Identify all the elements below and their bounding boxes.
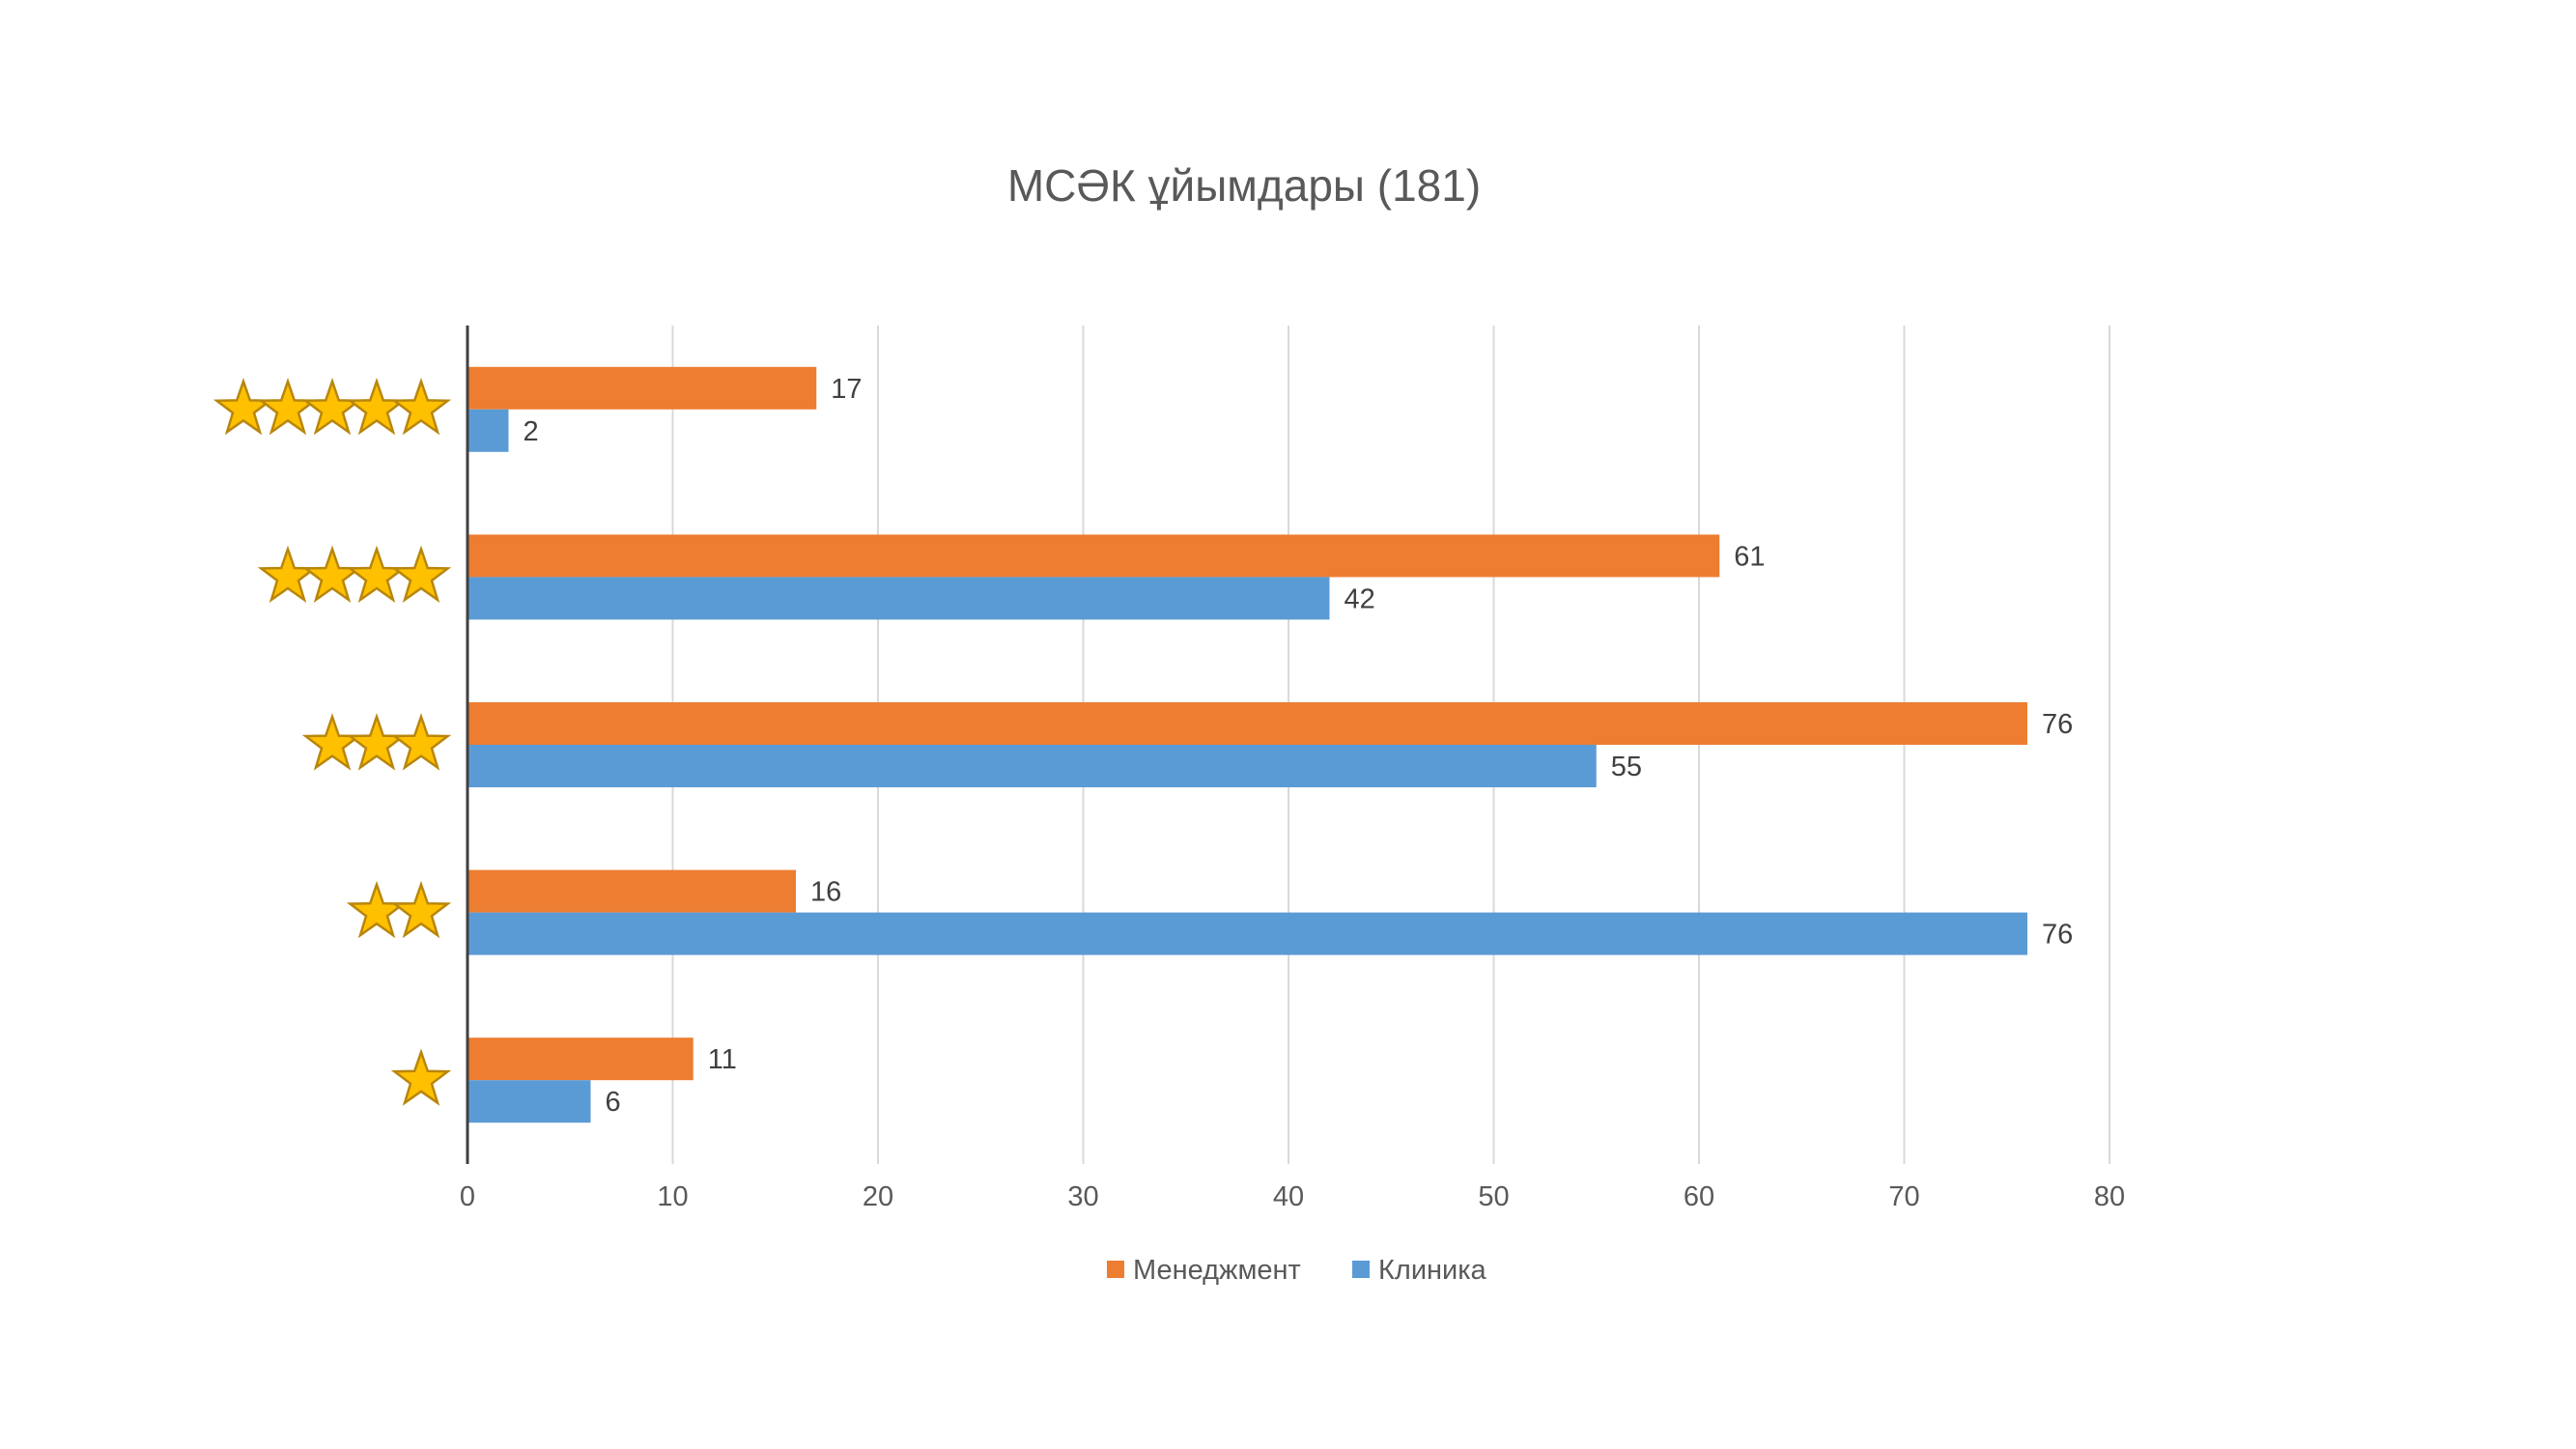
- bar-clinic: [467, 1080, 591, 1123]
- legend-swatch: [1107, 1261, 1124, 1278]
- x-tick-label: 70: [1888, 1181, 1919, 1212]
- x-tick-label: 10: [657, 1181, 688, 1212]
- data-label: 76: [2042, 709, 2073, 740]
- star-icon: [390, 880, 452, 939]
- bar-management: [467, 366, 817, 410]
- bar-clinic: [467, 745, 1597, 787]
- bars: [467, 366, 2027, 1123]
- legend-swatch: [1352, 1261, 1370, 1278]
- bar-management: [467, 702, 2027, 745]
- legend-management: Менеджмент: [1107, 1255, 1301, 1286]
- bar-clinic: [467, 912, 2027, 955]
- star-icon: [390, 545, 452, 603]
- data-label: 2: [524, 416, 539, 447]
- data-label: 11: [708, 1044, 737, 1075]
- star-icon: [390, 713, 452, 771]
- x-tick-label: 40: [1273, 1181, 1304, 1212]
- legend-label: Клиника: [1378, 1255, 1487, 1286]
- legend-clinic: Клиника: [1352, 1255, 1487, 1286]
- bar-management: [467, 1037, 694, 1081]
- x-tick-label: 30: [1067, 1181, 1098, 1212]
- data-label: 55: [1611, 752, 1642, 782]
- data-label: 76: [2042, 920, 2073, 951]
- bar-clinic: [467, 577, 1330, 620]
- x-tick-label: 0: [460, 1181, 475, 1212]
- data-label: 16: [810, 877, 841, 908]
- x-tick-label: 80: [2094, 1181, 2125, 1212]
- legend-label: Менеджмент: [1133, 1255, 1301, 1286]
- data-label: 17: [831, 374, 862, 405]
- bar-management: [467, 534, 1720, 578]
- star-icon: [390, 1048, 452, 1106]
- star-icon: [390, 377, 452, 436]
- bar-clinic: [467, 409, 509, 452]
- data-label: 61: [1734, 541, 1765, 572]
- x-tick-label: 60: [1684, 1181, 1714, 1212]
- axes: 0 10 20 30 40 50 60 70 80: [460, 326, 2125, 1212]
- category-star-labels: [212, 377, 452, 1106]
- chart-title: МСӘК ұйымдары (181): [1007, 160, 1481, 211]
- bar-management: [467, 869, 796, 913]
- data-labels: 11 6 16 76 76 55 61 42 17 2: [524, 374, 2074, 1118]
- data-label: 42: [1345, 583, 1375, 614]
- legend: Менеджмент Клиника: [1107, 1255, 1487, 1286]
- x-tick-label: 20: [863, 1181, 893, 1212]
- data-label: 6: [606, 1087, 621, 1118]
- x-tick-label: 50: [1478, 1181, 1509, 1212]
